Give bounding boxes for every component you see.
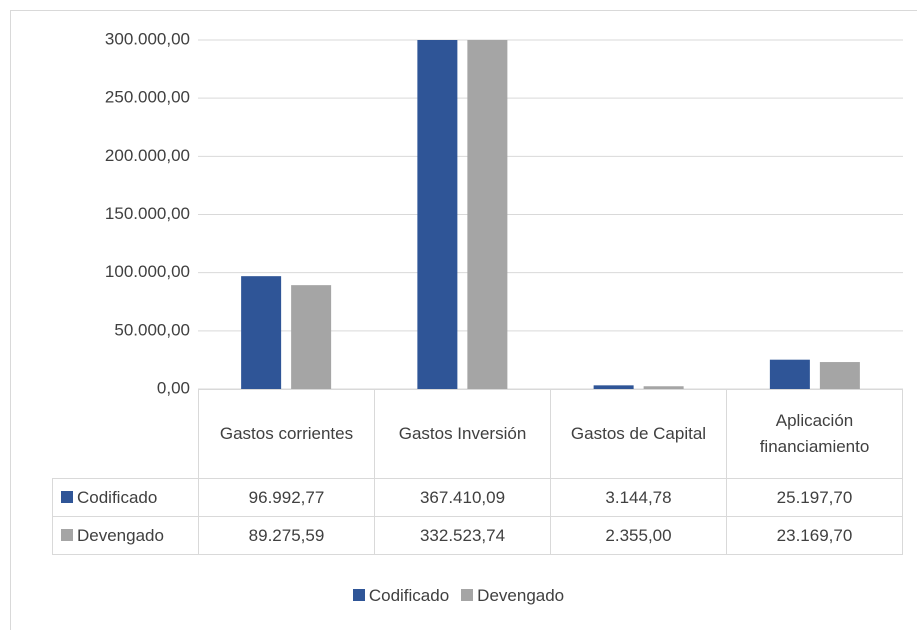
- category-label: Gastos Inversión: [374, 389, 551, 479]
- series-name: Devengado: [77, 525, 164, 545]
- y-tick-label: 250.000,00: [105, 88, 190, 107]
- y-tick-label: 150.000,00: [105, 204, 190, 223]
- table-header-row: Gastos corrientes Gastos Inversión Gastos …: [52, 389, 903, 479]
- series-cell: Devengado: [52, 516, 199, 555]
- series-cell: Codificado: [52, 478, 199, 517]
- value-cell: 96.992,77: [198, 478, 375, 517]
- bar: [769, 359, 810, 389]
- data-table: Gastos corrientes Gastos Inversión Gastos …: [52, 389, 903, 555]
- bar: [643, 386, 684, 389]
- legend-item: Devengado: [461, 586, 564, 605]
- bar: [593, 385, 634, 389]
- value-cell: 367.410,09: [374, 478, 551, 517]
- legend: Codificado Devengado: [0, 586, 917, 606]
- value-cell: 2.355,00: [550, 516, 727, 555]
- legend-label: Devengado: [477, 586, 565, 605]
- y-tick-label: 200.000,00: [105, 146, 190, 165]
- bars: [241, 40, 860, 389]
- value-cell: 89.275,59: [198, 516, 375, 555]
- legend-item: Codificado: [352, 586, 450, 605]
- value-cell: 3.144,78: [550, 478, 727, 517]
- bar: [241, 276, 282, 389]
- y-tick-label: 300.000,00: [105, 29, 190, 48]
- y-tick-label: 100.000,00: [105, 262, 190, 281]
- bar: [819, 362, 860, 389]
- table-corner: [52, 389, 199, 479]
- legend-key: [61, 528, 73, 541]
- value-cell: 25.197,70: [726, 478, 903, 517]
- bar: [417, 40, 458, 389]
- bar: [291, 285, 332, 389]
- category-label: Gastos de Capital: [550, 389, 727, 479]
- chart-border: [10, 10, 917, 630]
- legend-key: [461, 589, 474, 601]
- value-cell: 23.169,70: [726, 516, 903, 555]
- table-row: Codificado 96.992,77 367.410,09 3.144,78 25.…: [52, 478, 903, 517]
- category-label: Aplicación financiamiento: [726, 389, 903, 479]
- category-label: Gastos corrientes: [198, 389, 375, 479]
- series-name: Codificado: [77, 487, 158, 507]
- legend-key: [61, 490, 73, 503]
- bar: [467, 40, 508, 389]
- table-row: Devengado 89.275,59 332.523,74 2.355,00 23.1…: [52, 516, 903, 555]
- legend-label: Codificado: [368, 586, 450, 605]
- value-cell: 332.523,74: [374, 516, 551, 555]
- legend-key: [352, 589, 365, 601]
- y-tick-label: 50.000,00: [114, 320, 190, 339]
